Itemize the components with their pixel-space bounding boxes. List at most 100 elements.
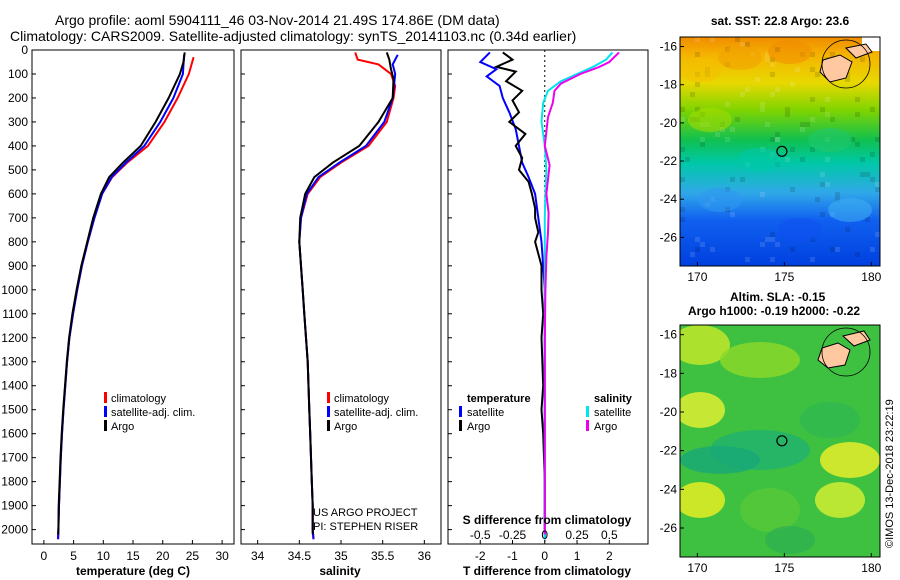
credit-pi: PI: STEPHEN RISER (313, 521, 418, 533)
sst-cell (695, 237, 700, 242)
sst-cell (760, 242, 765, 247)
sst-cell (760, 192, 765, 197)
island-viti-levu (819, 54, 853, 83)
pressure-tick-label: 1700 (1, 451, 28, 465)
pressure-tick-label: 1400 (1, 379, 28, 393)
sst-cell (775, 137, 780, 142)
sst-cell (820, 212, 825, 217)
sst-cell (695, 107, 700, 112)
x-tick-label: 20 (156, 549, 170, 563)
sst-cell (770, 72, 775, 77)
sst-cell (770, 237, 775, 242)
sst-cell (770, 137, 775, 142)
sst-cell (725, 102, 730, 107)
sst-cell (810, 117, 815, 122)
sla-texture (680, 325, 880, 554)
sst-cell (695, 52, 700, 57)
series-climatology (57, 56, 195, 540)
x-tick-label: 2 (606, 549, 613, 563)
sst-cell (800, 122, 805, 127)
sst-cell (810, 147, 815, 152)
sla-patch (720, 342, 800, 378)
sst-cell (820, 107, 825, 112)
sst-cell (825, 182, 830, 187)
sst-cell (875, 232, 880, 237)
sst-cell (735, 117, 740, 122)
sst-cell (770, 232, 775, 237)
sst-cell (695, 247, 700, 252)
sst-patch (738, 148, 782, 172)
sst-cell (765, 52, 770, 57)
x-tick-label: 34.5 (288, 549, 312, 563)
sst-cell (835, 192, 840, 197)
reef-outline (821, 39, 871, 89)
pressure-tick-label: 800 (8, 235, 28, 249)
x-tick-label: 5 (70, 549, 77, 563)
x-tick-label: 25 (186, 549, 200, 563)
pressure-tick-label: 200 (8, 91, 28, 105)
sst-cell (855, 97, 860, 102)
sst-cell (690, 252, 695, 257)
s-tick-label: 0.25 (565, 528, 589, 542)
legend-climatology: climatology (334, 393, 390, 405)
temperature-axes-frame (31, 49, 235, 545)
x-tick-label: 34 (251, 549, 265, 563)
sst-cell (760, 102, 765, 107)
x-tick-label: -2 (475, 549, 486, 563)
legend-swatch-climatology (327, 392, 330, 403)
legend-t-satellite: satellite (467, 407, 504, 419)
sla-map-ticks: 170 175 180 -16 -18 -20 -22 -24 -26 (660, 328, 882, 575)
sst-cell (770, 57, 775, 62)
x-tick-label: 15 (126, 549, 140, 563)
legend-swatch-climatology (104, 392, 107, 403)
sst-patch (718, 46, 762, 70)
sst-cell (775, 87, 780, 92)
pressure-tick-label: 0 (21, 43, 28, 57)
pressure-tick-label: 700 (8, 211, 28, 225)
map-x-tick-label: 180 (861, 270, 881, 284)
sst-cell (825, 157, 830, 162)
map-y-tick-label: -16 (660, 328, 678, 342)
legend-temperature-heading: temperature (467, 393, 531, 405)
sst-cell (740, 177, 745, 182)
sst-cell (860, 57, 865, 62)
sst-cell (775, 242, 780, 247)
sst-cell (715, 132, 720, 137)
sst-cell (680, 147, 685, 152)
sst-cell (700, 242, 705, 247)
sst-cell (755, 77, 760, 82)
difference-ticks: -2 -1 0 1 2 -0.5 -0.25 0 0.25 0.5 (470, 528, 618, 563)
sst-cell (680, 217, 685, 222)
title-line-2: Climatology: CARS2009. Satellite-adjuste… (10, 28, 576, 44)
legend-climatology: climatology (111, 393, 167, 405)
map-x-tick-label: 170 (687, 561, 707, 575)
sst-cell (820, 172, 825, 177)
sst-cell (785, 112, 790, 117)
island-viti-levu (817, 342, 851, 369)
sst-cell (795, 67, 800, 72)
sla-patch (740, 488, 800, 532)
sst-cell (700, 137, 705, 142)
x-tick-label: 35 (334, 549, 348, 563)
sst-cell (830, 247, 835, 252)
sst-cell (815, 197, 820, 202)
difference-legend: temperature satellite Argo salinity sate… (459, 393, 633, 433)
sst-cell (815, 72, 820, 77)
sla-patch (680, 482, 725, 518)
pressure-tick-label: 2000 (1, 523, 28, 537)
sst-patch (680, 58, 722, 82)
title-line-1: Argo profile: aoml 5904111_46 03-Nov-201… (55, 12, 500, 28)
legend-swatch-t-argo (459, 420, 462, 431)
sst-cell (745, 42, 750, 47)
map-y-tick-label: -18 (660, 366, 678, 380)
legend-swatch-s-satellite (586, 406, 589, 417)
sst-cell (820, 182, 825, 187)
sst-cell (825, 112, 830, 117)
sla-patch (680, 325, 730, 365)
sst-cell (830, 117, 835, 122)
pressure-tick-label: 1100 (2, 307, 28, 321)
legend-swatch-argo (104, 420, 107, 431)
sst-cell (730, 212, 735, 217)
sst-cell (770, 257, 775, 262)
sla-patch (820, 442, 880, 478)
